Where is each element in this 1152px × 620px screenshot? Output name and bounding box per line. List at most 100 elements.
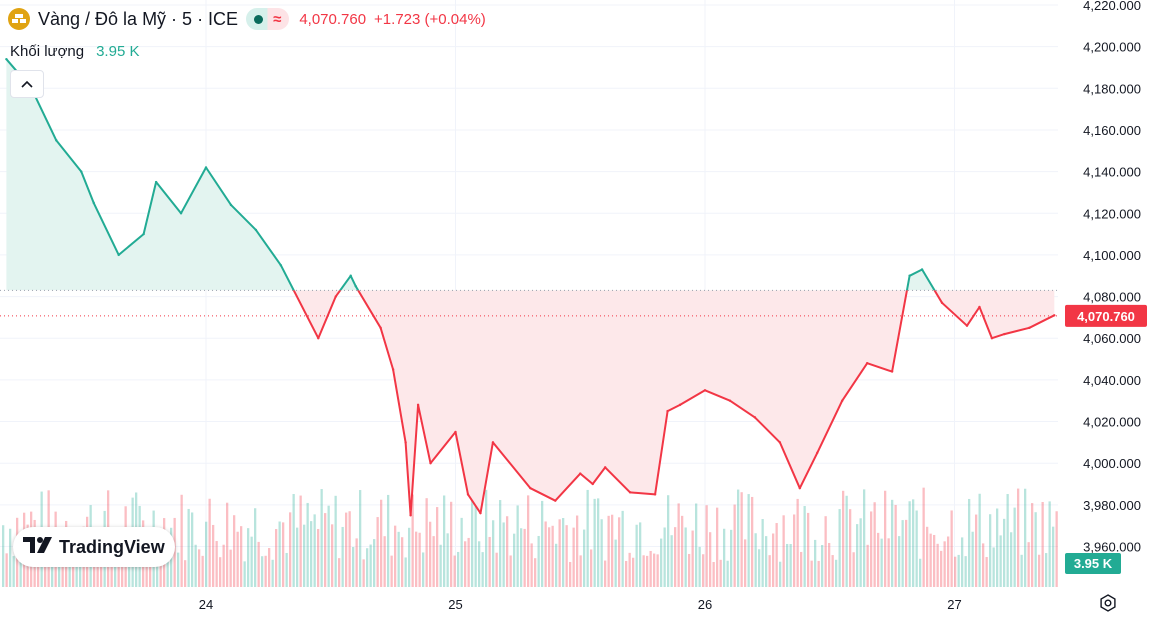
price-line-up [5,58,936,291]
volume-bar [317,528,320,587]
volume-bar [177,552,180,587]
volume-bar [334,495,337,587]
price-point [416,403,420,407]
price-point [466,493,470,496]
price-point [529,486,532,490]
volume-bar [478,541,481,587]
volume-bar [324,513,327,587]
volume-bar [912,499,915,587]
volume-bar [796,498,799,587]
volume-bar [719,559,722,587]
volume-bar [222,544,225,587]
volume-bar [331,524,334,587]
volume-bar [740,492,743,587]
volume-bar [502,522,505,587]
volume-bar [271,559,274,587]
volume-bar [488,536,491,587]
price-point [491,441,495,444]
volume-bar [880,538,883,587]
volume-bar [226,502,229,587]
y-tick-label: 4,080.000 [1083,290,1141,305]
volume-bar [292,494,295,587]
chart-settings-button[interactable] [1097,593,1119,616]
volume-bar [219,557,222,587]
volume-bar [12,556,15,587]
volume-bar [961,537,964,587]
chevron-up-icon [21,75,33,93]
volume-bar [355,538,358,587]
price-point [334,295,337,298]
symbol-title[interactable]: Vàng / Đô la Mỹ · 5 · ICE [38,8,239,29]
volume-bar [614,539,617,587]
volume-bar [1020,554,1023,587]
volume-bar [289,512,292,587]
volume-bar [579,555,582,587]
volume-bar [733,504,736,587]
volume-bar [215,541,218,587]
volume-bar [709,532,712,587]
volume-bar [198,549,201,587]
volume-bar [471,492,474,587]
chart-header: Vàng / Đô la Mỹ · 5 · ICE ≈ 4,070.760 +1… [8,8,486,30]
area-below-baseline [293,290,1055,516]
y-tick-label: 3,980.000 [1083,498,1141,513]
tradingview-logo[interactable]: TradingView [13,527,175,567]
collapse-legend-button[interactable] [10,70,44,98]
volume-bar [537,535,540,587]
price-point [354,284,357,288]
volume-bar [436,507,439,587]
volume-bar [558,519,561,587]
price-point [728,399,732,402]
price-point [753,416,757,419]
volume-bar [758,549,761,587]
price-point [391,368,395,371]
price-point [379,326,382,330]
volume-bar [352,546,355,587]
volume-bar [929,533,932,587]
volume-bar [635,524,638,587]
volume-bar [877,532,880,587]
volume-bar [842,490,845,587]
volume-bar [551,525,554,587]
market-status-pill[interactable]: ≈ [246,8,290,30]
volume-bar [607,515,610,587]
volume-bar [656,554,659,587]
volume-bar [597,498,600,587]
volume-bar [411,494,414,587]
volume-bar [9,528,12,587]
volume-bar [495,552,498,587]
tradingview-mark-icon [23,536,53,558]
volume-bar [824,516,827,587]
volume-bar [205,521,208,587]
volume-bar [278,521,281,587]
volume-bar [667,495,670,587]
price-point [179,212,183,215]
price-point [429,461,432,465]
price-point [816,451,819,454]
volume-bar [299,495,302,587]
volume-badge-text: 3.95 K [1074,556,1113,571]
volume-bar [863,489,866,587]
x-tick-label: 26 [698,597,712,612]
volume-bar [180,494,183,587]
price-point [92,201,95,205]
volume-bar [754,533,757,587]
volume-bar [975,514,978,587]
volume-bar [481,552,484,587]
volume-bar [520,528,523,587]
volume-bar [618,517,621,587]
price-point [117,253,120,257]
volume-bar [229,549,232,587]
y-tick-label: 4,020.000 [1083,415,1141,430]
volume-bar [989,514,992,587]
volume-bar [359,490,362,587]
volume-bar [1010,532,1013,587]
volume-bar [401,537,404,587]
volume-bar [695,503,698,587]
price-point [254,228,258,232]
volume-bar [957,554,960,587]
volume-bar [982,543,985,587]
volume-bar [429,521,432,587]
volume-bar [572,527,575,587]
